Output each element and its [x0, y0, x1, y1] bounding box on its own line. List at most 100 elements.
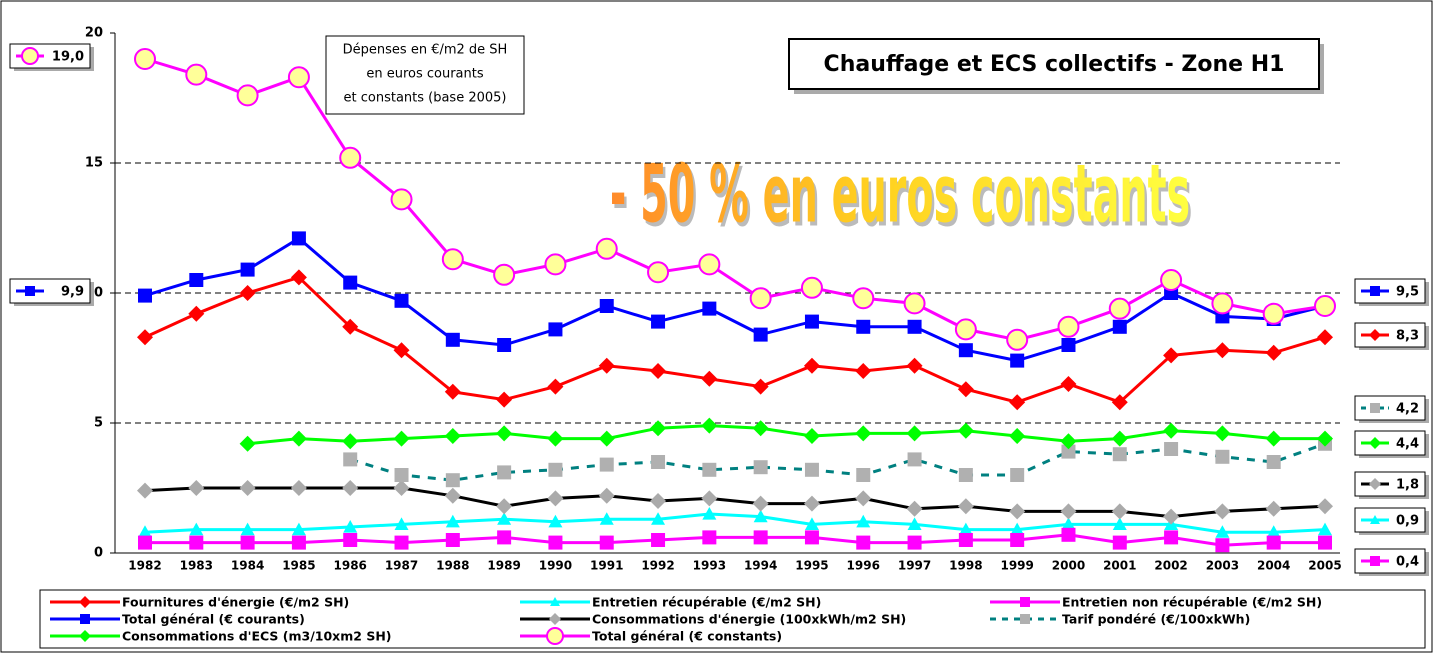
point — [342, 318, 359, 335]
x-tick-label: 2005 — [1308, 559, 1341, 573]
y-tick-label: 5 — [94, 416, 103, 431]
point — [702, 507, 717, 520]
value-label: 8,3 — [1396, 329, 1419, 344]
point — [79, 596, 91, 608]
point — [1370, 403, 1380, 413]
x-tick-label: 1987 — [385, 559, 418, 573]
point — [749, 287, 772, 310]
point — [1211, 292, 1234, 315]
x-tick-label: 1991 — [590, 559, 623, 573]
point — [290, 480, 307, 496]
value-label: 0,4 — [1396, 555, 1419, 570]
point — [852, 287, 875, 310]
x-tick-label: 1985 — [282, 559, 315, 573]
note-box — [325, 35, 525, 115]
point — [1369, 329, 1381, 341]
point — [855, 490, 872, 507]
point — [137, 329, 153, 346]
point — [599, 457, 614, 472]
point — [1111, 503, 1128, 520]
chart-title: Chauffage et ECS collectifs - Zone H1 — [824, 52, 1285, 77]
point — [599, 512, 614, 525]
point — [598, 430, 615, 447]
point — [906, 500, 923, 517]
point — [134, 48, 156, 70]
point — [1266, 535, 1281, 550]
y-tick-label: 20 — [85, 26, 103, 41]
point — [803, 495, 820, 512]
legend-label: Consommations d'ECS (m3/10xm2 SH) — [122, 629, 392, 644]
value-label: 9,5 — [1396, 285, 1419, 300]
point — [290, 430, 307, 447]
legend-box — [39, 589, 1426, 649]
point — [1214, 342, 1231, 359]
point — [188, 305, 205, 322]
point — [1020, 614, 1030, 624]
point — [753, 509, 768, 523]
point — [339, 146, 362, 169]
point — [1163, 508, 1180, 525]
point — [650, 420, 667, 437]
point — [957, 422, 974, 439]
point — [550, 597, 560, 606]
point — [753, 460, 768, 475]
x-tick-label: 1988 — [436, 559, 469, 573]
point — [1060, 433, 1077, 450]
point — [1009, 394, 1026, 411]
point — [958, 468, 973, 482]
point — [954, 318, 977, 341]
point — [445, 514, 460, 528]
point — [393, 480, 410, 496]
point — [753, 530, 768, 545]
point — [907, 535, 922, 550]
legend-label: Fournitures d'énergie (€/m2 SH) — [122, 595, 349, 610]
point — [497, 338, 512, 352]
point — [1061, 338, 1076, 352]
point — [701, 370, 718, 387]
x-tick-label: 1995 — [795, 559, 828, 573]
point — [1214, 503, 1231, 520]
point — [1314, 295, 1336, 317]
point — [546, 627, 564, 645]
x-tick-label: 1986 — [334, 559, 367, 573]
point — [445, 473, 460, 488]
point — [1112, 535, 1127, 550]
point — [1112, 447, 1127, 462]
point — [138, 288, 152, 303]
point — [547, 430, 564, 447]
legend-label: Entretien récupérable (€/m2 SH) — [592, 595, 821, 610]
point — [1061, 517, 1076, 530]
point — [1009, 503, 1026, 520]
point — [291, 522, 306, 536]
point — [701, 417, 718, 434]
point — [1262, 302, 1285, 325]
point — [1370, 286, 1380, 296]
point — [1318, 522, 1332, 536]
point — [1010, 353, 1025, 368]
x-tick-label: 1992 — [641, 559, 674, 573]
point — [595, 237, 618, 260]
point — [343, 533, 358, 547]
point — [1164, 530, 1179, 545]
point — [343, 520, 358, 533]
value-label: 1,8 — [1396, 478, 1419, 493]
point — [1266, 525, 1281, 538]
point — [1369, 437, 1381, 449]
point — [547, 490, 564, 507]
point — [1265, 430, 1282, 447]
point — [239, 480, 256, 496]
x-tick-label: 2003 — [1206, 559, 1239, 573]
point — [287, 66, 310, 89]
point — [752, 495, 769, 512]
point — [1317, 329, 1333, 346]
point — [394, 517, 409, 530]
point — [544, 253, 567, 276]
label-box — [1354, 395, 1426, 421]
point — [907, 319, 922, 334]
point — [702, 530, 717, 545]
series-line — [144, 486, 1326, 519]
point — [957, 498, 974, 515]
point — [1265, 500, 1282, 517]
